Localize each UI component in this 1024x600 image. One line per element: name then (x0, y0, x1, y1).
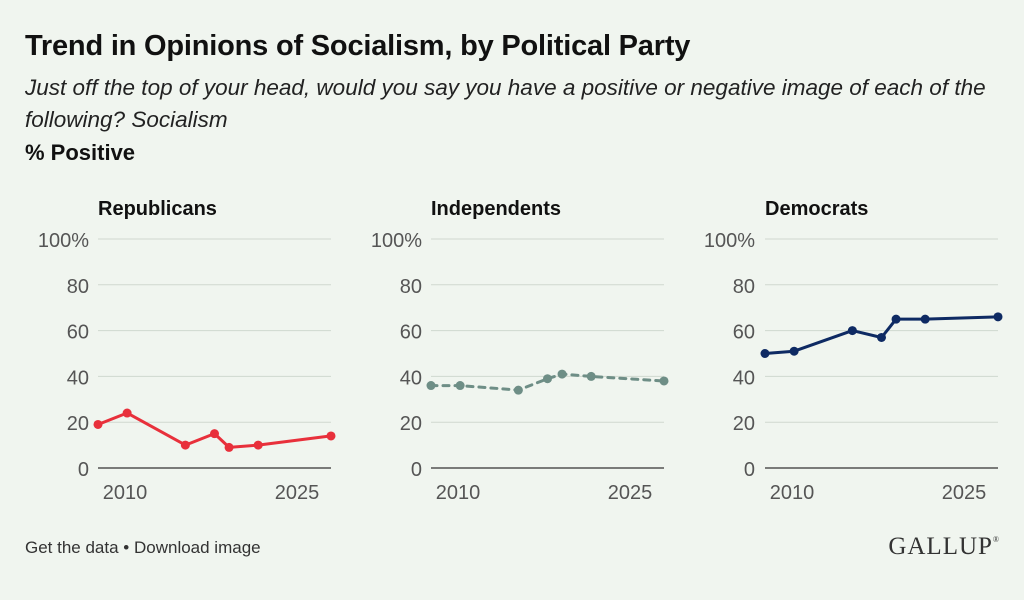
gallup-logo-text: GALLUP (888, 533, 993, 560)
y-tick-label: 0 (78, 459, 89, 481)
x-tick-label: 2025 (608, 482, 653, 504)
y-tick-label: 100% (704, 230, 755, 252)
y-tick-label: 80 (67, 276, 89, 298)
data-point (847, 326, 857, 336)
data-point (557, 369, 567, 379)
y-tick-label: 100% (38, 230, 89, 252)
data-point (455, 381, 465, 391)
x-tick-label: 2010 (436, 482, 481, 504)
panel-title-democrats: Democrats (765, 198, 868, 220)
get-data-link[interactable]: Get the data (25, 538, 119, 557)
y-tick-label: 100% (371, 230, 422, 252)
data-point (210, 429, 219, 439)
panel-title-independents: Independents (431, 198, 561, 220)
x-tick-label: 2025 (275, 482, 320, 504)
data-point (586, 371, 596, 381)
y-tick-label: 60 (67, 322, 89, 344)
data-point (993, 312, 1003, 322)
footer-links: Get the data • Download image (25, 538, 261, 558)
y-tick-label: 80 (400, 276, 422, 298)
registered-mark: ® (992, 535, 1000, 544)
y-tick-label: 60 (733, 322, 755, 344)
gallup-logo: GALLUP® (888, 533, 1000, 561)
x-tick-label: 2010 (770, 482, 815, 504)
data-point (122, 408, 132, 418)
data-point (789, 346, 799, 356)
y-tick-label: 20 (67, 413, 89, 435)
data-point (253, 440, 263, 450)
data-point (513, 385, 523, 395)
data-point (224, 442, 234, 452)
data-point (891, 314, 901, 324)
panel-title-republicans: Republicans (98, 198, 217, 220)
y-tick-label: 80 (733, 276, 755, 298)
footer-separator: • (118, 538, 134, 557)
data-point (180, 440, 190, 450)
y-tick-label: 20 (400, 413, 422, 435)
y-tick-label: 0 (744, 459, 755, 481)
data-point (426, 381, 436, 391)
y-tick-label: 0 (411, 459, 422, 481)
data-point (543, 374, 552, 384)
data-point (659, 376, 669, 386)
y-tick-label: 60 (400, 322, 422, 344)
y-tick-label: 40 (733, 367, 755, 389)
data-point (920, 314, 930, 324)
x-tick-label: 2025 (942, 482, 987, 504)
measure-label: % Positive (25, 140, 136, 165)
chart-title: Trend in Opinions of Socialism, by Polit… (25, 30, 691, 62)
x-tick-label: 2010 (103, 482, 148, 504)
y-tick-label: 40 (67, 367, 89, 389)
data-point (877, 332, 886, 342)
y-tick-label: 20 (733, 413, 755, 435)
data-point (760, 349, 770, 358)
y-tick-label: 40 (400, 367, 422, 389)
data-point (326, 431, 336, 441)
data-point (93, 419, 103, 429)
chart-subtitle: Just off the top of your head, would you… (25, 75, 986, 132)
download-image-link[interactable]: Download image (133, 538, 261, 557)
